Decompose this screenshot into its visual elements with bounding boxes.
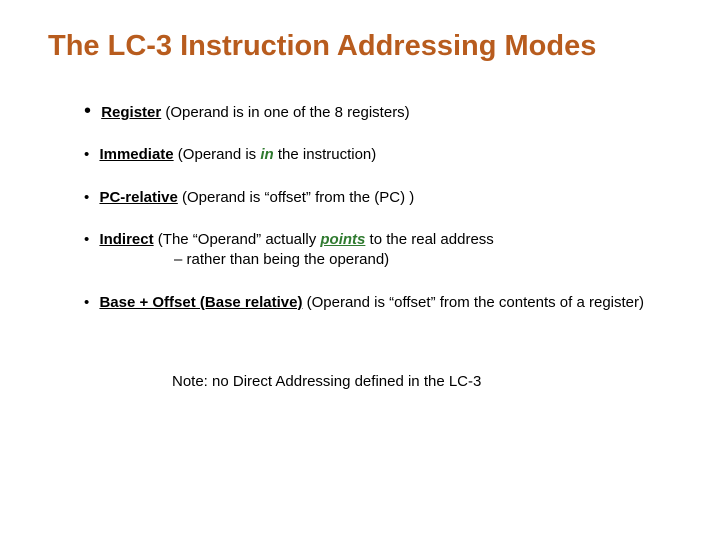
bullet-name: Indirect (99, 231, 153, 248)
slide-container: The LC-3 Instruction Addressing Modes • … (0, 0, 720, 540)
bullet-desc: (Operand is “offset” from the (PC) ) (178, 189, 414, 206)
bullet-desc-post: to the real address (365, 231, 493, 248)
points-word: points (320, 231, 365, 248)
bullet-desc-pre: (The “Operand” actually (154, 231, 321, 248)
bullet-name: PC-relative (99, 189, 177, 206)
bullet-immediate: • Immediate (Operand is in the instructi… (84, 145, 660, 165)
bullet-glyph: • (84, 188, 89, 208)
footer-note: Note: no Direct Addressing defined in th… (172, 373, 660, 390)
bullet-desc-pre: (Operand is (174, 146, 261, 163)
bullet-name: Immediate (99, 146, 173, 163)
bullet-desc: (Operand is in one of the 8 registers) (161, 104, 409, 121)
bullet-register: • Register (Operand is in one of the 8 r… (84, 103, 660, 123)
bullet-desc-post: the instruction) (274, 146, 377, 163)
bullet-glyph: • (84, 145, 89, 165)
in-word: in (260, 146, 273, 163)
bullet-pcrelative: • PC-relative (Operand is “offset” from … (84, 188, 660, 208)
bullet-name: Base + Offset (Base relative) (99, 294, 302, 311)
bullet-indirect: • Indirect (The “Operand” actually point… (84, 230, 660, 271)
content-area: • Register (Operand is in one of the 8 r… (84, 103, 660, 390)
bullet-baseoffset: • Base + Offset (Base relative) (Operand… (84, 293, 660, 313)
slide-title: The LC-3 Instruction Addressing Modes (48, 30, 680, 63)
bullet-indirect-line2: – rather than being the operand) (174, 250, 660, 270)
bullet-glyph: • (84, 230, 89, 250)
bullet-name: Register (101, 104, 161, 121)
bullet-glyph: • (84, 293, 89, 313)
bullet-desc: (Operand is “offset” from the contents o… (302, 294, 644, 311)
